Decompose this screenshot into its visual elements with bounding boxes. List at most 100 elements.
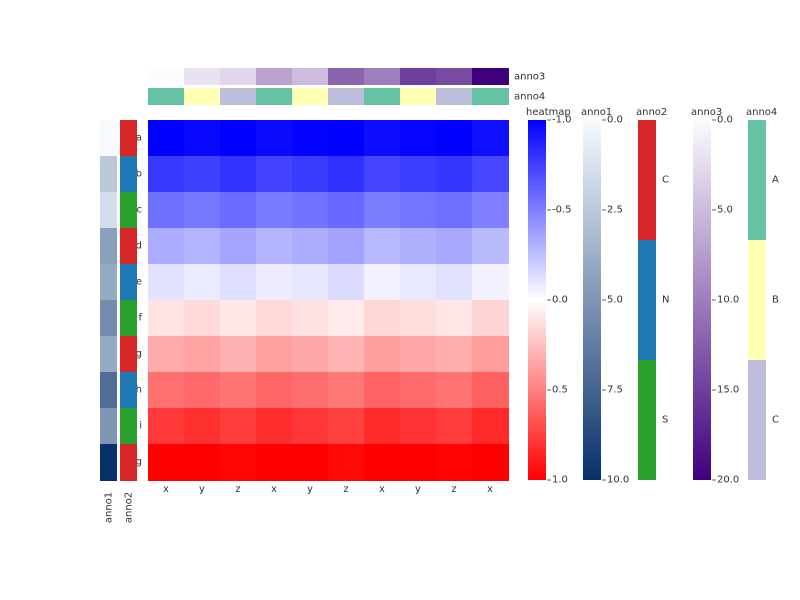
heatmap-cell [364, 336, 401, 373]
heatmap-cell [436, 372, 473, 409]
heatmap-cell [148, 228, 185, 265]
heatmap-cell [364, 120, 401, 157]
colorbar-tick-mark [547, 300, 551, 301]
col-anno-cell [400, 88, 437, 105]
colorbar-tick-mark [547, 120, 551, 121]
colorbar-tick-mark [712, 300, 716, 301]
heatmap-cell [220, 408, 257, 445]
heatmap-cell [256, 156, 293, 193]
row-anno-cell [100, 156, 117, 193]
colorbar-anno4: anno4ABC [748, 120, 766, 480]
heatmap-cell [328, 264, 365, 301]
heatmap-cell [328, 444, 365, 481]
colorbar-cat-label: B [772, 295, 779, 306]
heatmap-cell [220, 264, 257, 301]
colorbar-segment [638, 360, 656, 480]
heatmap-cell [364, 156, 401, 193]
heatmap-cell [148, 372, 185, 409]
row-anno-cell [120, 372, 137, 409]
colorbar-tick-label: 5.0 [607, 295, 623, 306]
row-anno-cell [100, 228, 117, 265]
heatmap-cell [472, 336, 509, 373]
colorbar-tick-label: 7.5 [607, 385, 623, 396]
row-anno-cell [120, 336, 137, 373]
heatmap-cell [148, 192, 185, 229]
colorbar-tick-label: 0.5 [552, 385, 568, 396]
heatmap-cell [364, 192, 401, 229]
colorbar-tick-label: 5.0 [717, 205, 733, 216]
colorbar-tick-label: 0.0 [607, 115, 623, 126]
colorbar-tick-mark [602, 300, 606, 301]
heatmap-cell [400, 372, 437, 409]
col-anno-cell [256, 88, 293, 105]
row-anno-cell [100, 120, 117, 157]
heatmap-cell [184, 192, 221, 229]
colorbar-tick-mark [712, 390, 716, 391]
colorbar-tick-label: 20.0 [717, 475, 739, 486]
colorbar-tick-label: 10.0 [607, 475, 629, 486]
heatmap-cell [400, 336, 437, 373]
heatmap-cell [292, 264, 329, 301]
colorbar-tick-mark [547, 480, 551, 481]
heatmap-cell [364, 300, 401, 337]
heatmap-cell [220, 372, 257, 409]
heatmap-cell [292, 372, 329, 409]
heatmap-cell [472, 444, 509, 481]
heatmap-cell [184, 264, 221, 301]
row-anno-cell [120, 408, 137, 445]
heatmap-cell [328, 372, 365, 409]
heatmap-cell [436, 300, 473, 337]
heatmap-cell [328, 336, 365, 373]
heatmap-cell [436, 192, 473, 229]
col-anno-cell [256, 68, 293, 85]
colorbar-cat-label: S [662, 415, 668, 426]
heatmap-cell [472, 120, 509, 157]
row-anno-cell [120, 228, 137, 265]
colorbar-anno2: anno2CNS [638, 120, 656, 480]
heatmap-cell [256, 228, 293, 265]
colorbar-tick-mark [602, 390, 606, 391]
heatmap-cell [472, 228, 509, 265]
heatmap-cell [472, 264, 509, 301]
colorbar-tick-mark [547, 390, 551, 391]
heatmap-col-label: x [487, 484, 493, 495]
colorbar-tick-mark [712, 120, 716, 121]
colorbar-segment [748, 360, 766, 480]
col-anno-title: anno4 [514, 91, 545, 102]
colorbar-cat-label: C [662, 174, 669, 185]
colorbar-cat-label: C [772, 415, 779, 426]
col-anno-cell [184, 68, 221, 85]
heatmap-cell [400, 444, 437, 481]
heatmap-cell [472, 156, 509, 193]
row-anno-cell [120, 264, 137, 301]
heatmap-col-label: z [235, 484, 240, 495]
col-annotation-anno4: anno4 [148, 88, 508, 105]
heatmap-cell [328, 408, 365, 445]
heatmap-cell [328, 300, 365, 337]
heatmap-cell [148, 264, 185, 301]
col-anno-cell [292, 68, 329, 85]
heatmap-cell [256, 336, 293, 373]
heatmap-cell [184, 336, 221, 373]
row-anno-cell [100, 192, 117, 229]
heatmap-cell [328, 228, 365, 265]
heatmap-cell [220, 156, 257, 193]
col-anno-cell [148, 68, 185, 85]
colorbar-anno1: anno10.02.55.07.510.0 [583, 120, 601, 480]
heatmap-cell [184, 300, 221, 337]
colorbar-tick-label: 0.0 [717, 115, 733, 126]
heatmap-cell [400, 156, 437, 193]
heatmap-col-label: y [199, 484, 205, 495]
heatmap-cell [472, 408, 509, 445]
heatmap-cell [364, 264, 401, 301]
colorbar-tick-mark [712, 480, 716, 481]
heatmap-cell [256, 120, 293, 157]
heatmap-cell [256, 300, 293, 337]
heatmap-cell [364, 408, 401, 445]
row-annotation-anno2 [120, 120, 137, 480]
heatmap-cell [148, 336, 185, 373]
col-anno-cell [400, 68, 437, 85]
heatmap-cell [220, 120, 257, 157]
col-anno-cell [436, 68, 473, 85]
colorbar-gradient [528, 120, 546, 480]
